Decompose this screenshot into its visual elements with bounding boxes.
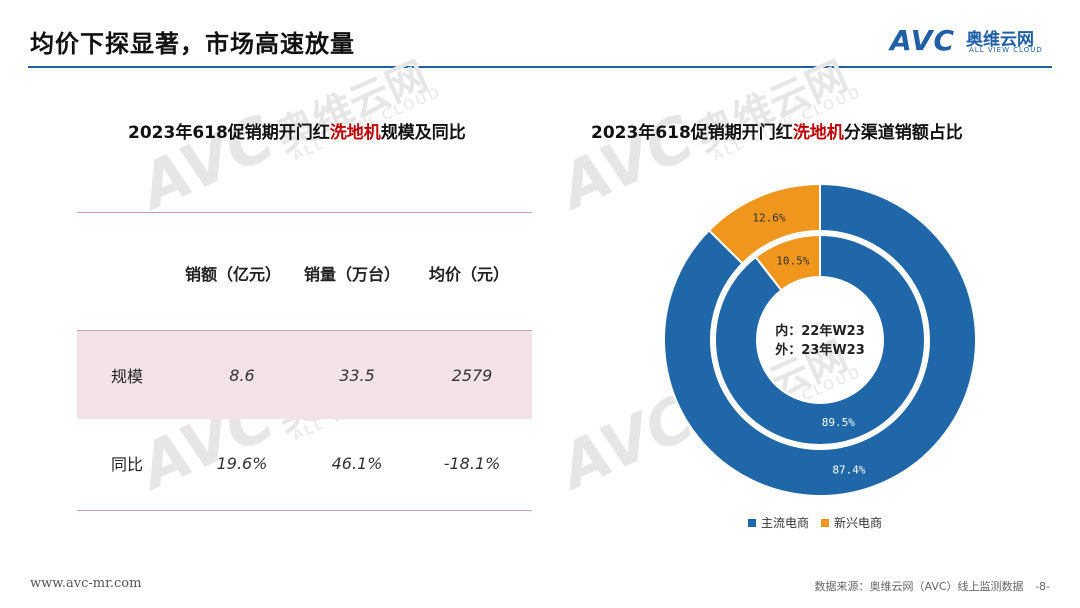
outer-ring-slice-1 xyxy=(707,182,821,265)
table-cell: -18.1% xyxy=(443,453,501,473)
page-title: 均价下探显著，市场高速放量 xyxy=(30,30,355,58)
legend-label: 主流电商 xyxy=(761,516,810,530)
logo-cn-text: 奥维云网 xyxy=(966,30,1034,50)
title-divider xyxy=(28,66,1052,68)
metrics-table: 销额（亿元） 销量（万台） 均价（元） 规模 8.6 33.5 2579 同比 … xyxy=(77,212,532,512)
center-label: 内：22年W23 xyxy=(775,323,865,339)
row-label: 规模 xyxy=(111,367,144,386)
table-row: 规模 8.6 33.5 2579 xyxy=(77,331,532,419)
footer-url: www.avc-mr.com xyxy=(30,576,142,591)
legend-swatch xyxy=(821,518,830,527)
chart-title: 2023年618促销期开门红洗地机分渠道销额占比 xyxy=(591,123,963,143)
legend-swatch xyxy=(748,518,756,527)
footer-source: 数据来源：奥维云网（AVC）线上监测数据 -8- xyxy=(815,578,1050,594)
center-label: 外：23年W23 xyxy=(774,342,865,358)
row-label: 同比 xyxy=(111,455,144,474)
legend-item: 主流电商 xyxy=(748,514,809,531)
table-cell: 46.1% xyxy=(331,453,383,473)
table-title: 2023年618促销期开门红洗地机规模及同比 xyxy=(128,123,466,143)
table-cell: 8.6 xyxy=(229,365,255,385)
table-cell: 19.6% xyxy=(216,453,268,473)
inner-ring-label-1: 10.5% xyxy=(776,255,809,268)
logo-en-text: ALL VIEW CLOUD xyxy=(969,46,1043,54)
table-row: 同比 19.6% 46.1% -18.1% xyxy=(77,419,532,507)
outer-ring-label-0: 87.4% xyxy=(832,463,865,476)
table-header: 销额（亿元） 销量（万台） 均价（元） xyxy=(77,213,532,330)
table-rule xyxy=(77,330,532,331)
table-rule xyxy=(77,510,532,511)
outer-ring-slice-0 xyxy=(663,182,977,497)
brand-logo: AVC 奥维云网 ALL VIEW CLOUD xyxy=(890,24,1055,58)
donut-chart: 89.5% 10.5% 87.4% 12.6% 内：22年W23 外：23年W23 xyxy=(663,182,977,497)
column-header: 均价（元） xyxy=(429,265,510,284)
chart-legend: 主流电商 新兴电商 xyxy=(748,514,894,531)
inner-ring-slice-0 xyxy=(714,233,926,446)
outer-ring-label-1: 12.6% xyxy=(752,212,785,225)
source-text: 数据来源：奥维云网（AVC）线上监测数据 xyxy=(814,580,1024,593)
table-cell: 2579 xyxy=(451,365,493,385)
column-header: 销额（亿元） xyxy=(185,265,282,284)
inner-ring-label-0: 89.5% xyxy=(822,416,855,429)
logo-brand-text: AVC xyxy=(890,24,955,57)
page-number: -8- xyxy=(1035,580,1050,593)
inner-ring-slice-1 xyxy=(754,233,821,292)
table-cell: 33.5 xyxy=(339,365,375,385)
table-rule xyxy=(77,212,532,213)
legend-item: 新兴电商 xyxy=(821,514,882,531)
column-header: 销量（万台） xyxy=(304,265,401,284)
legend-label: 新兴电商 xyxy=(834,516,883,530)
